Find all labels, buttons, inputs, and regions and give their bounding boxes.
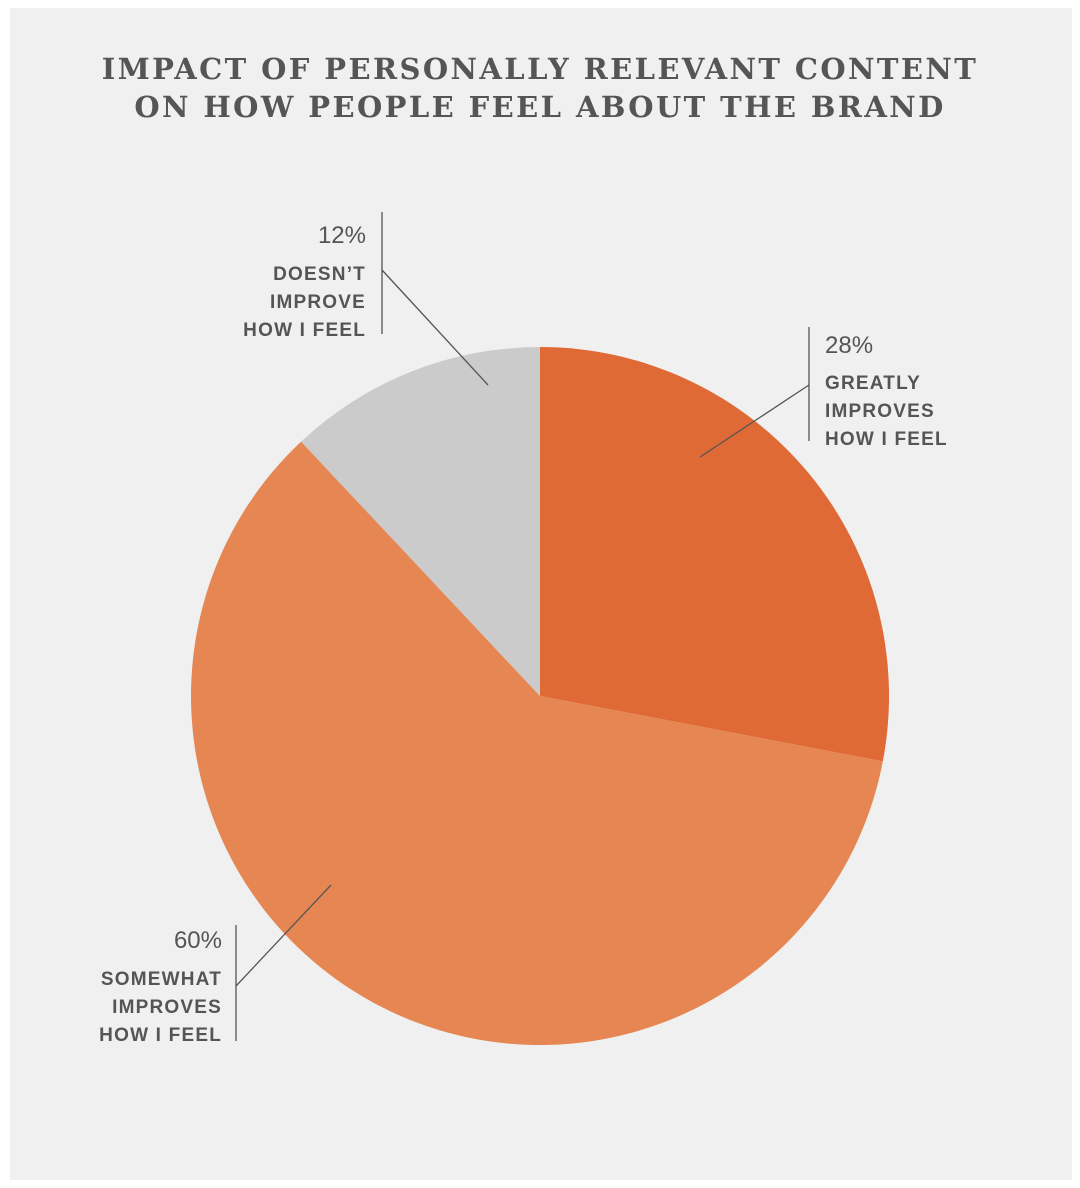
pie-slice-2 — [191, 441, 883, 1045]
slice-category-label-2-line-1: SOMEWHAT — [101, 969, 222, 990]
leader-line-3 — [381, 269, 489, 386]
slice-value-label-3: 12% — [318, 222, 366, 249]
chart-title-line-2: ON HOW PEOPLE FEEL ABOUT THE BRAND — [134, 90, 946, 124]
slice-category-label-1-line-2: IMPROVES — [825, 401, 935, 422]
chart-title: IMPACT OF PERSONALLY RELEVANT CONTENT ON… — [0, 50, 1080, 126]
pie-slice-3 — [301, 347, 540, 696]
slice-value-label-2: 60% — [174, 927, 222, 954]
slice-category-label-1-line-3: HOW I FEEL — [825, 429, 948, 450]
slice-category-label-2-line-3: HOW I FEEL — [99, 1025, 222, 1046]
slice-category-label-3-line-2: IMPROVE — [270, 292, 366, 313]
slice-category-label-3-line-3: HOW I FEEL — [243, 320, 366, 341]
chart-title-line-1: IMPACT OF PERSONALLY RELEVANT CONTENT — [101, 52, 979, 86]
leader-line-1 — [699, 384, 810, 458]
slice-category-label-3-line-1: DOESN’T — [273, 264, 366, 285]
slice-category-label-2-line-2: IMPROVES — [112, 997, 222, 1018]
pie-slice-1 — [540, 347, 889, 762]
slice-value-label-1: 28% — [825, 332, 873, 359]
slice-category-label-1-line-1: GREATLY — [825, 373, 921, 394]
leader-line-2 — [235, 884, 332, 987]
